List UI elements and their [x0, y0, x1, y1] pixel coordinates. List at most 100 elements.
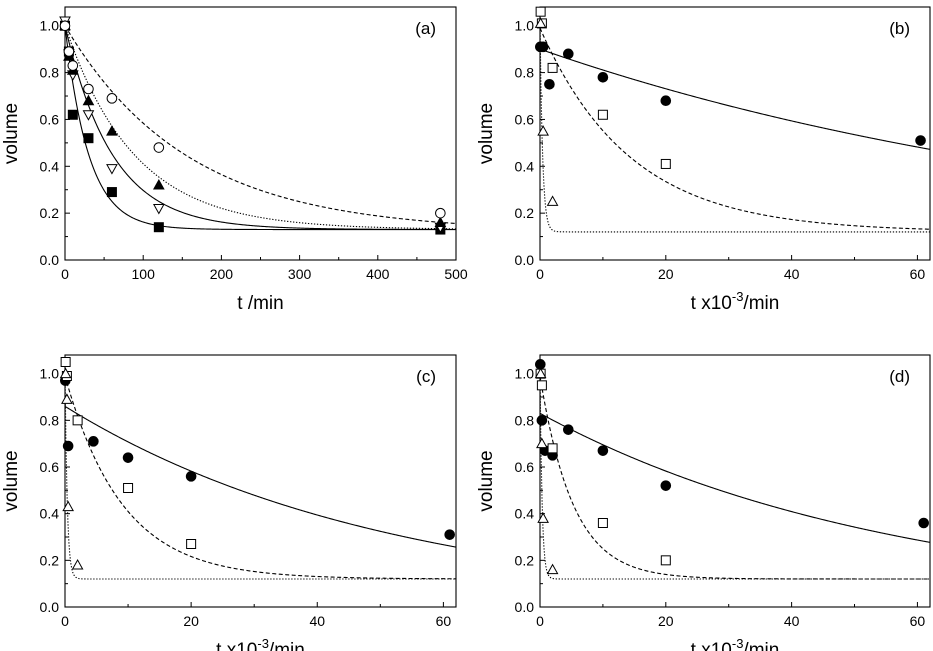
data-point-square-filled: [83, 133, 94, 144]
data-point-triangle-open: [537, 125, 549, 136]
y-tick-label: 1.0: [40, 18, 60, 34]
x-axis-label: t x10-3/min: [691, 289, 780, 314]
data-point-triangle-open: [536, 437, 548, 449]
fit-curve-dashed: [540, 27, 930, 230]
chart-panel-1: 0 100 200 300 400 500 0.0 0.2 0.4 0.6 0.8 1.0 (a) vol…: [1, 6, 468, 314]
data-point-circle-open: [153, 142, 165, 153]
y-axis-label: volume: [1, 450, 22, 511]
data-point-square-filled: [153, 222, 164, 233]
plot-frame: [539, 354, 931, 608]
data-point-triangle-filled: [434, 216, 447, 228]
data-point-square-open: [660, 158, 671, 169]
y-tick-label: 0.2: [515, 552, 535, 568]
data-point-circle-filled: [563, 48, 574, 60]
x-tick-label: 40: [784, 266, 800, 282]
fit-curve-solid: [65, 25, 456, 231]
x-axis-label: t x10-3/min: [216, 636, 305, 651]
data-point-circle-filled: [536, 415, 548, 426]
x-tick-label: 60: [910, 613, 926, 629]
data-point-circle-filled: [563, 424, 574, 435]
x-tick-label: 0: [536, 266, 544, 282]
y-tick-label: 1.0: [40, 366, 60, 382]
y-tick-label: 0.4: [515, 506, 535, 522]
fit-curve-dotted: [65, 371, 456, 580]
y-tick-label: 0.0: [515, 252, 535, 268]
x-tick-label: 200: [210, 266, 234, 282]
y-axis-label: volume: [1, 103, 22, 164]
data-point-triangle-open: [61, 393, 73, 404]
data-point-square-open: [597, 109, 608, 120]
y-tick-label: 0.2: [515, 205, 535, 221]
x-tick-label: 20: [658, 266, 674, 282]
panel-label: (d): [889, 367, 910, 386]
data-point-triangle-down-open: [106, 164, 118, 175]
data-point-square-filled: [106, 187, 117, 198]
data-point-triangle-open: [537, 512, 549, 523]
data-point-triangle-open: [546, 195, 559, 206]
data-point-triangle-filled: [106, 125, 118, 136]
fit-curve-solid: [65, 25, 456, 231]
y-tick-label: 0.6: [515, 111, 535, 127]
plot-frame: [64, 6, 457, 261]
data-point-square-open: [123, 483, 134, 493]
data-point-triangle-down-open: [82, 110, 95, 121]
x-axis-label: t /min: [237, 293, 283, 314]
x-tick-label: 20: [183, 613, 199, 629]
data-point-circle-filled: [597, 445, 609, 456]
data-point-circle-open: [106, 93, 118, 104]
y-tick-label: 0.6: [40, 459, 60, 475]
y-tick-label: 0.0: [40, 599, 60, 615]
data-point-circle-filled: [918, 517, 930, 529]
data-point-square-open: [660, 555, 671, 566]
data-point-square-open: [60, 357, 71, 367]
chart-panel-2: 0 20 40 60 0.0 0.2 0.4 0.6 0.8 1.0 (b) volume t x10-…: [476, 6, 931, 314]
data-point-square-open: [547, 62, 558, 73]
chart-panel-4: 0 20 40 60 0.0 0.2 0.4 0.6 0.8 1.0 (d) volume t x10-…: [476, 354, 931, 651]
data-point-square-open: [186, 539, 197, 549]
data-point-circle-filled: [444, 529, 455, 540]
data-point-triangle-open: [71, 558, 84, 570]
data-point-triangle-filled: [82, 94, 95, 106]
x-tick-label: 0: [536, 613, 544, 629]
x-tick-label: 500: [444, 266, 468, 282]
x-tick-label: 40: [309, 613, 325, 629]
panel-label: (c): [416, 367, 436, 386]
data-point-circle-filled: [915, 135, 926, 146]
y-tick-label: 1.0: [515, 18, 535, 34]
y-axis-label: volume: [476, 103, 497, 164]
y-tick-label: 0.2: [40, 552, 60, 568]
x-tick-label: 0: [61, 266, 69, 282]
x-tick-label: 100: [132, 266, 156, 282]
data-point-square-open: [536, 380, 547, 391]
chart-panel-3: 0 20 40 60 0.0 0.2 0.4 0.6 0.8 1.0 (c) volume t x10-…: [1, 354, 457, 651]
data-point-triangle-filled: [152, 179, 165, 190]
x-tick-label: 0: [61, 613, 69, 629]
data-point-square-open: [535, 6, 546, 17]
y-tick-label: 0.8: [40, 65, 60, 81]
fit-curve-solid: [65, 405, 456, 548]
fit-curve-dashed: [540, 375, 930, 580]
y-tick-label: 1.0: [515, 366, 535, 382]
data-point-circle-filled: [544, 79, 555, 90]
data-point-circle-filled: [660, 480, 672, 491]
data-point-triangle-down-open: [152, 203, 165, 215]
data-point-triangle-open: [534, 17, 547, 28]
data-point-circle-open: [63, 46, 75, 57]
data-point-circle-open: [59, 20, 71, 32]
data-point-square-open: [72, 415, 83, 426]
y-tick-label: 0.2: [40, 205, 60, 221]
x-tick-label: 40: [784, 613, 800, 629]
y-tick-label: 0.4: [515, 158, 535, 174]
fit-curve-dashed: [65, 25, 456, 225]
y-axis-label: volume: [476, 450, 497, 511]
y-tick-label: 0.4: [40, 506, 60, 522]
data-point-circle-filled: [88, 436, 99, 447]
fit-curve-dotted: [65, 25, 456, 230]
data-point-circle-filled: [535, 359, 546, 370]
plot-frame: [539, 6, 931, 261]
x-tick-label: 60: [436, 613, 452, 629]
data-point-triangle-open: [59, 367, 72, 379]
data-point-square-filled: [67, 109, 78, 120]
x-tick-label: 60: [910, 266, 926, 282]
